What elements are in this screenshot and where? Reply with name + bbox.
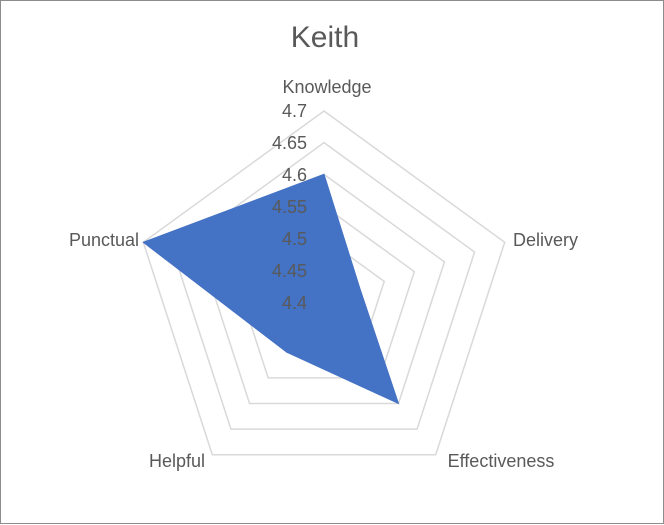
radar-series-area <box>142 173 400 405</box>
radar-grid <box>142 110 506 456</box>
tick-label-4-55: 4.55 <box>272 197 307 217</box>
category-label-knowledge: Knowledge <box>282 77 371 97</box>
grid-ring <box>142 110 506 456</box>
tick-label-4-5: 4.5 <box>282 229 307 249</box>
tick-label-4-45: 4.45 <box>272 261 307 281</box>
category-label-punctual: Punctual <box>69 230 139 250</box>
category-labels: Knowledge Delivery Effectiveness Helpful… <box>69 77 578 471</box>
tick-label-4-7: 4.7 <box>282 101 307 121</box>
chart-title: Keith <box>291 21 359 54</box>
tick-label-4-6: 4.6 <box>282 165 307 185</box>
radar-series-layer <box>142 173 400 405</box>
tick-label-4-65: 4.65 <box>272 133 307 153</box>
radial-tick-labels: 4.7 4.65 4.6 4.55 4.5 4.45 4.4 <box>272 101 307 313</box>
category-label-effectiveness: Effectiveness <box>448 451 555 471</box>
category-label-helpful: Helpful <box>149 451 205 471</box>
category-label-delivery: Delivery <box>513 230 578 250</box>
tick-label-4-4: 4.4 <box>282 293 307 313</box>
